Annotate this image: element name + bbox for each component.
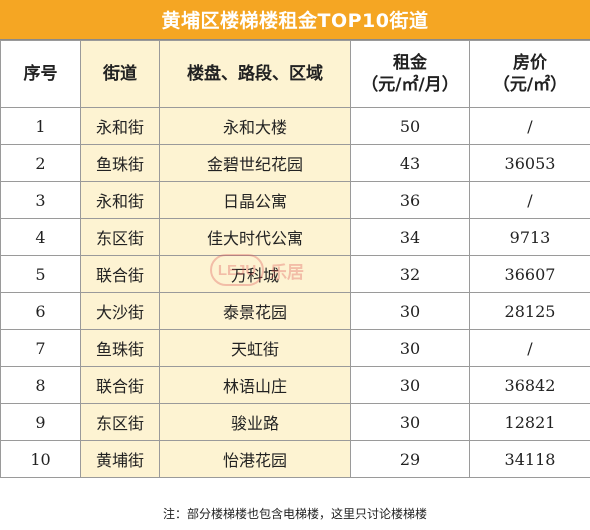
cell-rent: 36 (350, 181, 470, 219)
cell-price: 12821 (469, 403, 590, 441)
header-street: 街道 (80, 40, 160, 108)
cell-price: 9713 (469, 218, 590, 256)
cell-property: 金碧世纪花园 (159, 144, 351, 182)
cell-no: 7 (0, 329, 81, 367)
footnote: 注：部分楼梯楼也包含电梯楼，这里只讨论楼梯楼 (162, 506, 427, 521)
header-rent: 租金 （元/㎡/月） (350, 40, 470, 108)
cell-street: 东区街 (80, 403, 160, 441)
table-row: 1 永和街 永和大楼 50/ (0, 107, 590, 145)
cell-rent: 32 (350, 255, 470, 293)
table-row: 7 鱼珠街 天虹街 30/ (0, 329, 590, 367)
cell-price: / (469, 329, 590, 367)
header-property: 楼盘、路段、区域 (159, 40, 351, 108)
cell-rent: 30 (350, 366, 470, 404)
table-row: 4 东区街 佳大时代公寓 34 9713 (0, 218, 590, 256)
cell-price: / (469, 181, 590, 219)
cell-street: 东区街 (80, 218, 160, 256)
cell-price: 36607 (469, 255, 590, 293)
cell-rent: 30 (350, 329, 470, 367)
table-row: 2 鱼珠街 金碧世纪花园 43 36053 (0, 144, 590, 182)
cell-price: 28125 (469, 292, 590, 330)
cell-property: 佳大时代公寓 (159, 218, 351, 256)
cell-rent: 29 (350, 440, 470, 478)
cell-street: 永和街 (80, 181, 160, 219)
cell-price: 36842 (469, 366, 590, 404)
table-title: 黄埔区楼梯楼租金TOP10街道 (0, 0, 590, 40)
cell-street: 黄埔街 (80, 440, 160, 478)
cell-property: 日晶公寓 (159, 181, 351, 219)
cell-no: 6 (0, 292, 81, 330)
table-row: 5 联合街 万科城 32 36607 (0, 255, 590, 293)
header-price-unit: （元/㎡） (492, 75, 568, 95)
cell-street: 鱼珠街 (80, 144, 160, 182)
cell-no: 4 (0, 218, 81, 256)
cell-street: 大沙街 (80, 292, 160, 330)
header-row: 序号 街道 楼盘、路段、区域 租金 （元/㎡/月） 房价 （元/㎡） (0, 40, 590, 108)
cell-no: 3 (0, 181, 81, 219)
cell-property: 林语山庄 (159, 366, 351, 404)
table-row: 9 东区街 骏业路 30 12821 (0, 403, 590, 441)
cell-street: 永和街 (80, 107, 160, 145)
cell-no: 2 (0, 144, 81, 182)
cell-rent: 43 (350, 144, 470, 182)
cell-no: 8 (0, 366, 81, 404)
cell-property: 骏业路 (159, 403, 351, 441)
header-price-label: 房价 (513, 53, 547, 73)
cell-rent: 30 (350, 403, 470, 441)
rent-ranking-table: 序号 街道 楼盘、路段、区域 租金 （元/㎡/月） 房价 （元/㎡） 1 永和街永… (0, 40, 590, 478)
cell-street: 联合街 (80, 255, 160, 293)
cell-property: 永和大楼 (159, 107, 351, 145)
cell-price: 36053 (469, 144, 590, 182)
cell-street: 联合街 (80, 366, 160, 404)
table-row: 8 联合街 林语山庄 30 36842 (0, 366, 590, 404)
header-no: 序号 (0, 40, 81, 108)
cell-no: 1 (0, 107, 81, 145)
cell-property: 万科城 (159, 255, 351, 293)
cell-property: 天虹街 (159, 329, 351, 367)
cell-rent: 34 (350, 218, 470, 256)
table-row: 10 黄埔街 怡港花园 29 34118 (0, 440, 590, 478)
cell-no: 10 (0, 440, 81, 478)
cell-street: 鱼珠街 (80, 329, 160, 367)
cell-no: 5 (0, 255, 81, 293)
cell-no: 9 (0, 403, 81, 441)
cell-property: 泰景花园 (159, 292, 351, 330)
cell-price: 34118 (469, 440, 590, 478)
header-rent-label: 租金 (393, 53, 427, 73)
header-rent-unit: （元/㎡/月） (361, 75, 459, 95)
header-price: 房价 （元/㎡） (469, 40, 590, 108)
cell-price: / (469, 107, 590, 145)
table-row: 3 永和街 日晶公寓 36/ (0, 181, 590, 219)
table-row: 6 大沙街 泰景花园 30 28125 (0, 292, 590, 330)
cell-property: 怡港花园 (159, 440, 351, 478)
cell-rent: 30 (350, 292, 470, 330)
cell-rent: 50 (350, 107, 470, 145)
